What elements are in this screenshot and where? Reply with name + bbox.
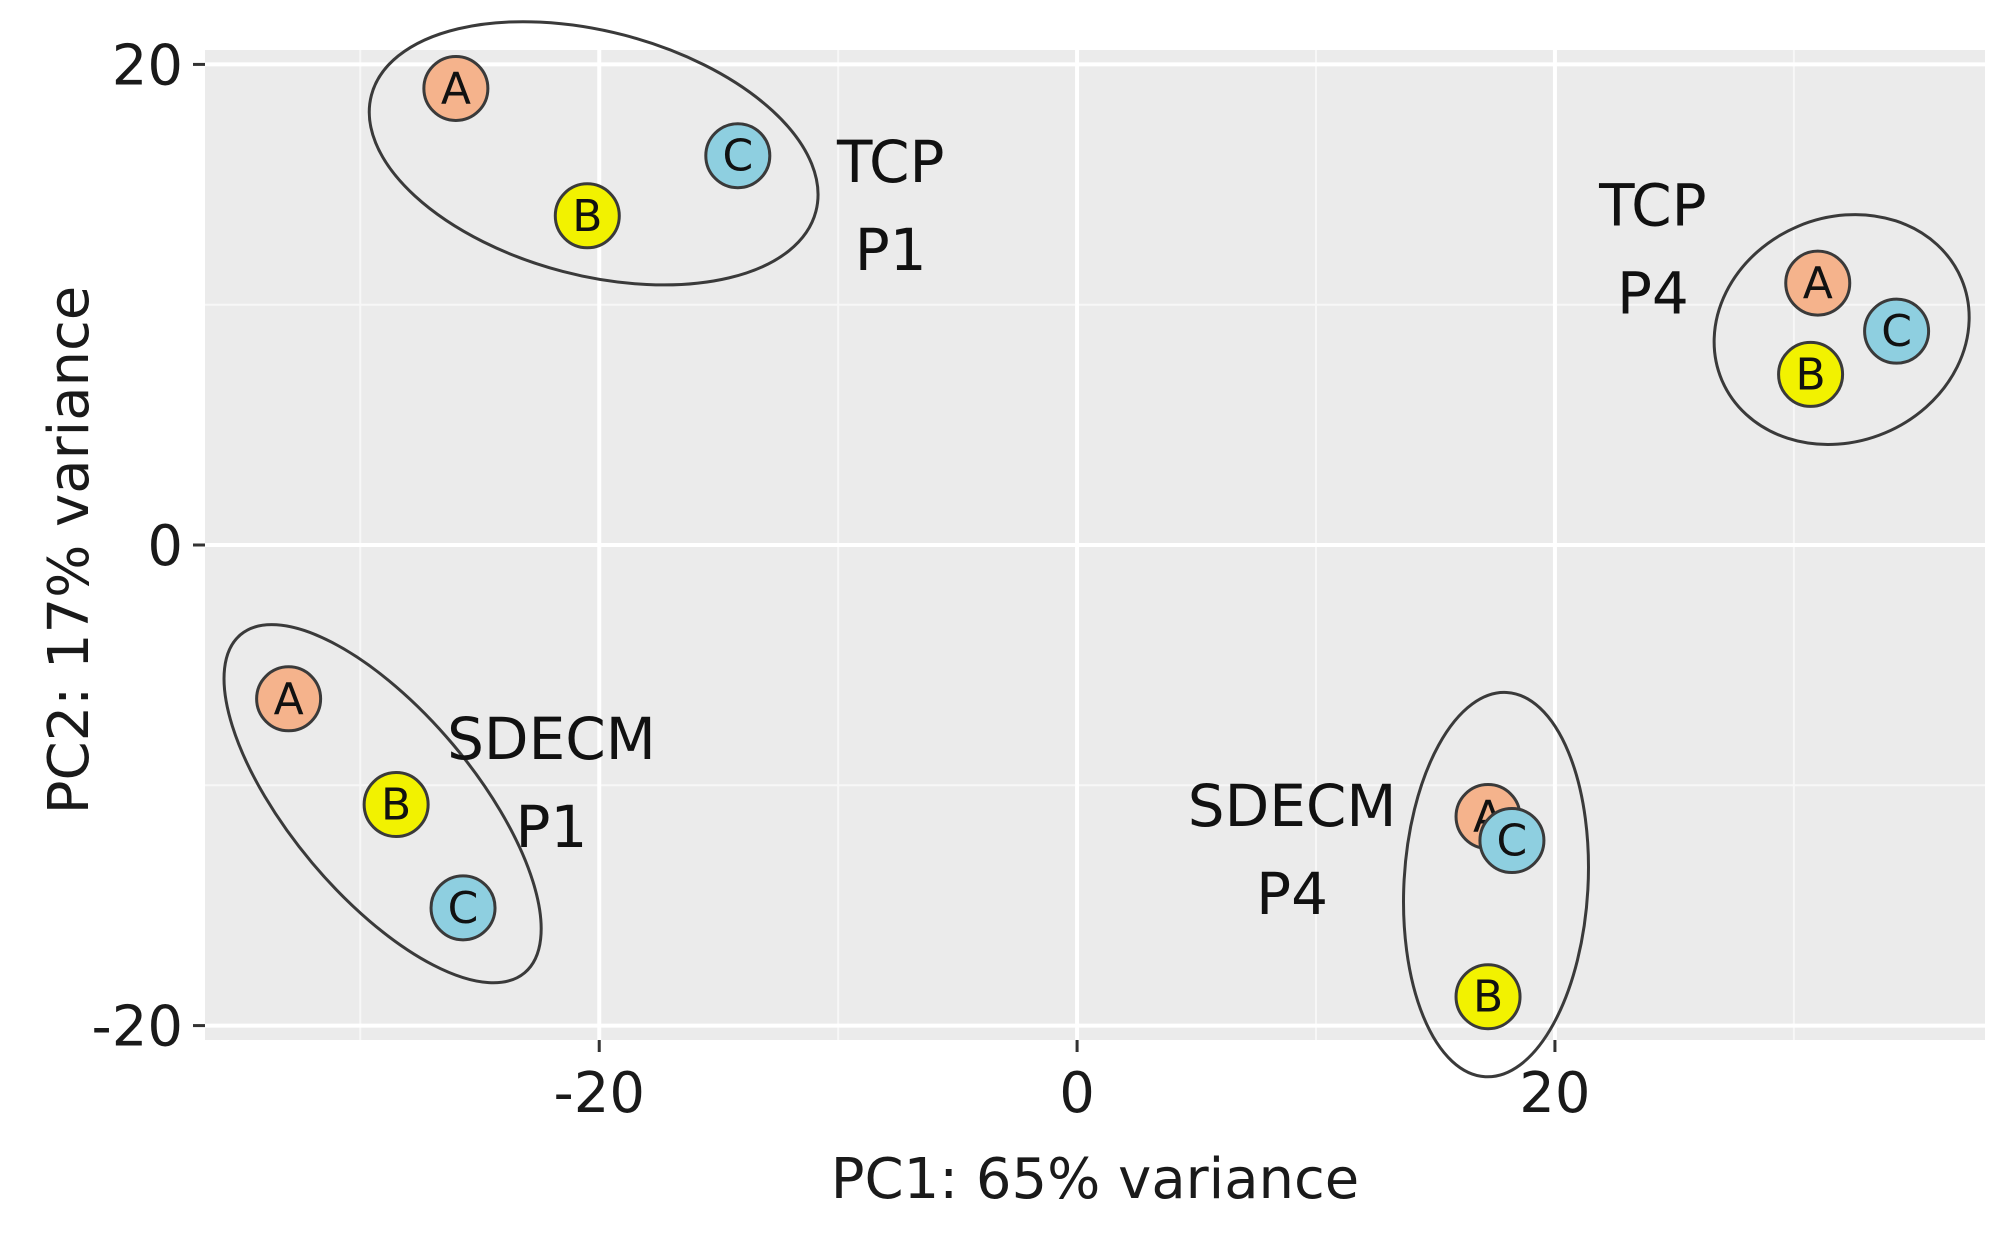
group-label-line: TCP — [836, 128, 945, 196]
data-point: C — [429, 874, 497, 942]
data-point-marker — [255, 665, 323, 733]
data-point-marker — [1478, 807, 1546, 875]
data-point-marker — [429, 874, 497, 942]
y-tick-label: -20 — [92, 995, 183, 1060]
group-label: SDECM P1 — [447, 705, 656, 861]
data-point: A — [1784, 249, 1852, 317]
group-label: TCP P1 — [836, 128, 945, 284]
group-label-line: P1 — [515, 793, 587, 861]
y-tick-label: 20 — [112, 33, 183, 98]
data-point: B — [362, 771, 430, 839]
y-axis-title: PC2: 17% variance — [37, 286, 102, 815]
data-point-marker — [1784, 249, 1852, 317]
group-label-line: P4 — [1617, 259, 1689, 327]
group-label-line: P4 — [1256, 860, 1328, 928]
data-point: A — [422, 54, 490, 122]
data-point-marker — [1777, 340, 1845, 408]
data-point-marker — [1454, 963, 1522, 1031]
group-label: SDECM P4 — [1188, 772, 1397, 928]
data-point: B — [1777, 340, 1845, 408]
data-point: B — [553, 182, 621, 250]
cluster-ellipses — [222, 20, 1971, 1079]
data-point: C — [1863, 297, 1931, 365]
data-point: C — [1478, 807, 1546, 875]
data-point: A — [255, 665, 323, 733]
data-point-label: A — [441, 63, 471, 114]
data-point-label: A — [274, 674, 304, 725]
data-point-label: B — [572, 191, 602, 242]
data-point-label: A — [1803, 258, 1833, 309]
data-point-marker — [553, 182, 621, 250]
data-point-label: C — [1881, 306, 1912, 357]
data-point: C — [704, 122, 772, 190]
y-tick-label: 0 — [147, 514, 183, 579]
axis-ticks: -20 0 20 -20 0 20 — [92, 33, 1591, 1126]
x-tick-label: 0 — [1059, 1061, 1095, 1126]
group-label-line: TCP — [1598, 171, 1707, 239]
data-point-label: B — [1473, 972, 1503, 1023]
data-point-label: C — [448, 883, 479, 934]
data-point-label: B — [381, 780, 411, 831]
cluster-ellipse — [1402, 690, 1590, 1079]
group-label-line: SDECM — [447, 705, 656, 773]
x-tick-label: 20 — [1519, 1061, 1590, 1126]
data-point: B — [1454, 963, 1522, 1031]
x-tick-label: -20 — [553, 1061, 644, 1126]
group-label: TCP P4 — [1598, 171, 1707, 327]
data-point-marker — [1863, 297, 1931, 365]
data-point-label: C — [722, 131, 753, 182]
data-point-label: B — [1795, 349, 1825, 400]
x-axis-title: PC1: 65% variance — [831, 1147, 1360, 1212]
cluster-ellipse — [222, 623, 543, 985]
data-point-marker — [362, 771, 430, 839]
data-point-marker — [704, 122, 772, 190]
group-label-line: SDECM — [1188, 772, 1397, 840]
group-label-line: P1 — [855, 216, 927, 284]
cluster-ellipse — [1712, 213, 1971, 446]
group-labels: TCP P1 TCP P4 SDECM P1 SDECM P4 — [447, 128, 1707, 928]
data-point-label: C — [1497, 816, 1528, 867]
cluster-ellipse — [367, 20, 820, 287]
grid-lines — [205, 50, 1985, 1040]
data-point-marker — [422, 54, 490, 122]
